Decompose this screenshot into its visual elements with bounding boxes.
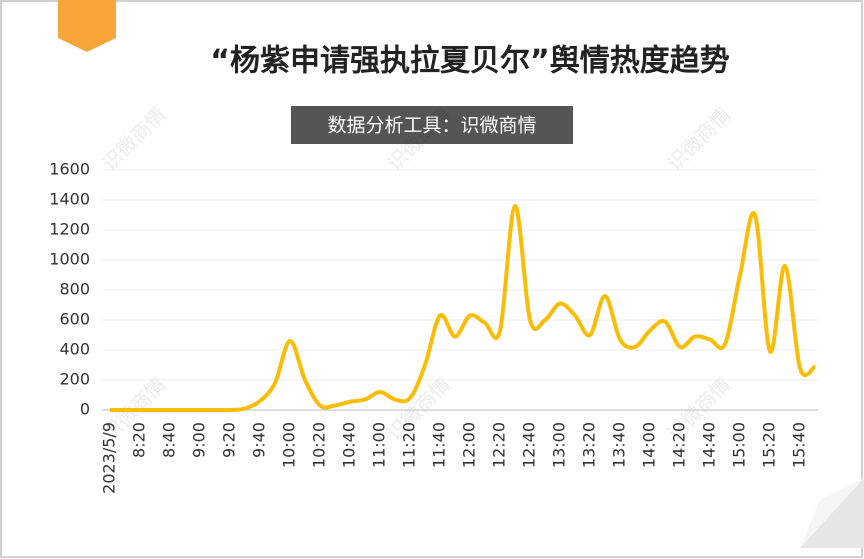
corner-tag <box>58 0 116 52</box>
y-tick-label: 200 <box>59 370 90 389</box>
y-tick-label: 400 <box>59 340 90 359</box>
x-tick-label: 2023/5/9 <box>100 422 119 494</box>
x-tick-label: 10:40 <box>340 422 359 468</box>
x-tick-label: 13:20 <box>580 422 599 468</box>
y-tick-label: 1600 <box>49 160 90 179</box>
x-tick-label: 15:20 <box>760 422 779 468</box>
x-tick-label: 13:00 <box>550 422 569 468</box>
x-tick-label: 11:00 <box>370 422 389 468</box>
x-tick-label: 12:40 <box>520 422 539 468</box>
line <box>110 203 817 413</box>
x-tick-label: 12:00 <box>460 422 479 468</box>
page-curl-fold <box>800 478 864 548</box>
x-tick-label: 12:20 <box>490 422 509 468</box>
y-tick-label: 0 <box>80 400 90 419</box>
x-tick-label: 11:40 <box>430 422 449 468</box>
x-tick-label: 8:20 <box>130 422 149 458</box>
x-tick-label: 10:20 <box>310 422 329 468</box>
x-tick-label: 8:40 <box>160 422 179 458</box>
y-tick-label: 800 <box>59 280 90 299</box>
subtitle: 数据分析工具：识微商情 <box>327 115 536 137</box>
x-tick-label: 9:20 <box>220 422 239 458</box>
x-tick-label: 15:00 <box>730 422 749 468</box>
subtitle-box <box>291 106 573 144</box>
x-tick-label: 13:40 <box>610 422 629 468</box>
y-tick-label: 600 <box>59 310 90 329</box>
x-tick-label: 11:20 <box>400 422 419 468</box>
y-tick-label: 1200 <box>49 220 90 239</box>
x-tick-label: 9:00 <box>190 422 209 458</box>
x-tick-label: 10:00 <box>280 422 299 468</box>
y-tick-label: 1000 <box>49 250 90 269</box>
x-tick-label: 9:40 <box>250 422 269 458</box>
x-tick-label: 14:00 <box>640 422 659 468</box>
x-tick-label: 14:20 <box>670 422 689 468</box>
x-tick-label: 15:40 <box>790 422 809 468</box>
y-tick-label: 1400 <box>49 190 90 209</box>
x-tick-label: 14:40 <box>700 422 719 468</box>
chart-title: “杨紫申请强执拉夏贝尔”舆情热度趋势 <box>210 44 729 79</box>
